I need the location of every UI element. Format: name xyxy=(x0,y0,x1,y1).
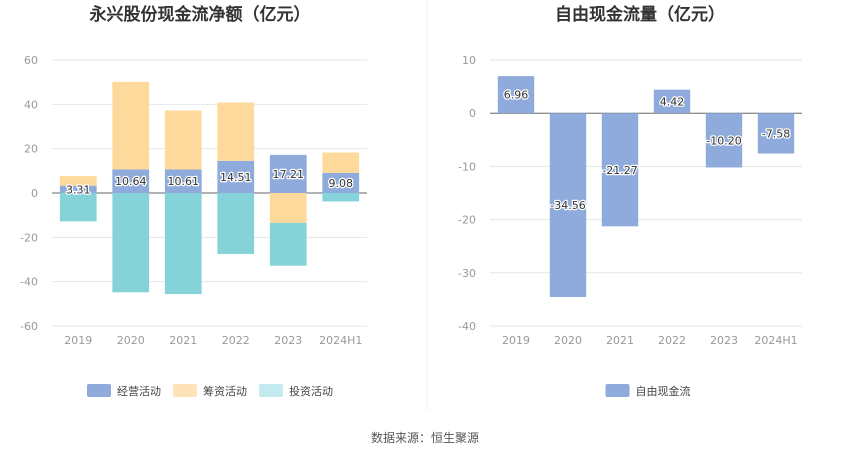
x-tick-label: 2020 xyxy=(554,334,582,347)
bar-自由现金流-2021[interactable] xyxy=(601,113,639,227)
bar-经营活动-2020[interactable] xyxy=(112,169,150,193)
legend-label[interactable]: 经营活动 xyxy=(117,384,161,398)
x-tick-label: 2019 xyxy=(502,334,530,347)
x-tick-label: 2022 xyxy=(658,334,686,347)
legend-swatch[interactable] xyxy=(173,384,197,397)
y-tick-label: -60 xyxy=(20,320,38,333)
bar-经营活动-2021[interactable] xyxy=(164,169,202,193)
x-tick-label: 2024H1 xyxy=(754,334,797,347)
bar-投资活动-2021[interactable] xyxy=(164,193,202,295)
bar-经营活动-2019[interactable] xyxy=(59,185,97,193)
bar-筹资活动-2024H1[interactable] xyxy=(322,152,360,173)
x-tick-label: 2024H1 xyxy=(319,334,362,347)
x-tick-label: 2021 xyxy=(169,334,197,347)
cashflow-net-chart: 永兴股份现金流净额（亿元） 3.31 10.64 10.61 14.51 17.21 9.… xyxy=(20,4,367,398)
x-tick-label: 2020 xyxy=(117,334,145,347)
x-tick-label: 2022 xyxy=(222,334,250,347)
data-label: 10.61 xyxy=(168,175,200,188)
data-label: -7.58 xyxy=(762,127,790,140)
data-label: 9.08 xyxy=(329,177,354,190)
bar-经营活动-2024H1[interactable] xyxy=(322,172,360,193)
source-note: 数据来源：恒生聚源 xyxy=(371,430,479,445)
legend-label[interactable]: 自由现金流 xyxy=(636,384,691,398)
y-tick-label: -40 xyxy=(20,276,38,289)
bar-自由现金流-2020[interactable] xyxy=(549,113,587,298)
x-tick-label: 2021 xyxy=(606,334,634,347)
y-tick-label: 40 xyxy=(24,98,38,111)
y-tick-label: -40 xyxy=(458,320,476,333)
y-tick-label: -20 xyxy=(20,231,38,244)
legend-label[interactable]: 筹资活动 xyxy=(203,384,247,398)
legend-swatch[interactable] xyxy=(605,384,630,397)
bar-筹资活动-2020[interactable] xyxy=(112,81,150,170)
data-label: 4.42 xyxy=(660,95,685,108)
bar-自由现金流-2024H1[interactable] xyxy=(757,113,795,154)
bar-投资活动-2023[interactable] xyxy=(269,222,307,266)
y-tick-label: -30 xyxy=(458,267,476,280)
data-label: 17.21 xyxy=(273,168,305,181)
data-label: 14.51 xyxy=(220,171,252,184)
y-tick-label: 10 xyxy=(462,54,476,67)
data-label: -21.27 xyxy=(602,164,637,177)
bar-自由现金流-2019[interactable] xyxy=(497,76,535,114)
y-tick-label: 0 xyxy=(31,187,38,200)
bar-经营活动-2023[interactable] xyxy=(269,154,307,193)
free-cashflow-chart: 自由现金流量（亿元） 6.96 -34.56 -21.27 4.42 -10.20 -7.… xyxy=(458,4,802,398)
data-label: -10.20 xyxy=(706,134,741,147)
y-tick-label: 20 xyxy=(24,143,38,156)
bar-投资活动-2022[interactable] xyxy=(217,193,255,254)
bar-投资活动-2019[interactable] xyxy=(59,193,97,222)
bar-筹资活动-2021[interactable] xyxy=(164,110,202,170)
bar-经营活动-2022[interactable] xyxy=(217,160,255,193)
chart-title: 永兴股份现金流净额（亿元） xyxy=(89,4,311,25)
x-tick-label: 2023 xyxy=(710,334,738,347)
chart-title: 自由现金流量（亿元） xyxy=(555,4,725,25)
bar-筹资活动-2019[interactable] xyxy=(59,176,97,186)
bar-自由现金流-2023[interactable] xyxy=(705,113,743,168)
bar-投资活动-2024H1[interactable] xyxy=(322,193,360,202)
bar-投资活动-2020[interactable] xyxy=(112,193,150,293)
data-label: 6.96 xyxy=(504,89,529,102)
x-tick-label: 2023 xyxy=(274,334,302,347)
y-tick-label: -20 xyxy=(458,214,476,227)
legend-label[interactable]: 投资活动 xyxy=(289,384,333,398)
data-label: 3.31 xyxy=(66,183,91,196)
y-tick-label: 0 xyxy=(469,107,476,120)
legend-swatch[interactable] xyxy=(259,384,283,397)
y-tick-label: 60 xyxy=(24,54,38,67)
data-label: -34.56 xyxy=(550,199,585,212)
data-label: 10.64 xyxy=(115,175,147,188)
bar-自由现金流-2022[interactable] xyxy=(653,89,691,114)
y-tick-label: -10 xyxy=(458,160,476,173)
bar-筹资活动-2022[interactable] xyxy=(217,102,255,161)
bar-筹资活动-2023[interactable] xyxy=(269,193,307,223)
legend-swatch[interactable] xyxy=(87,384,111,397)
x-tick-label: 2019 xyxy=(64,334,92,347)
